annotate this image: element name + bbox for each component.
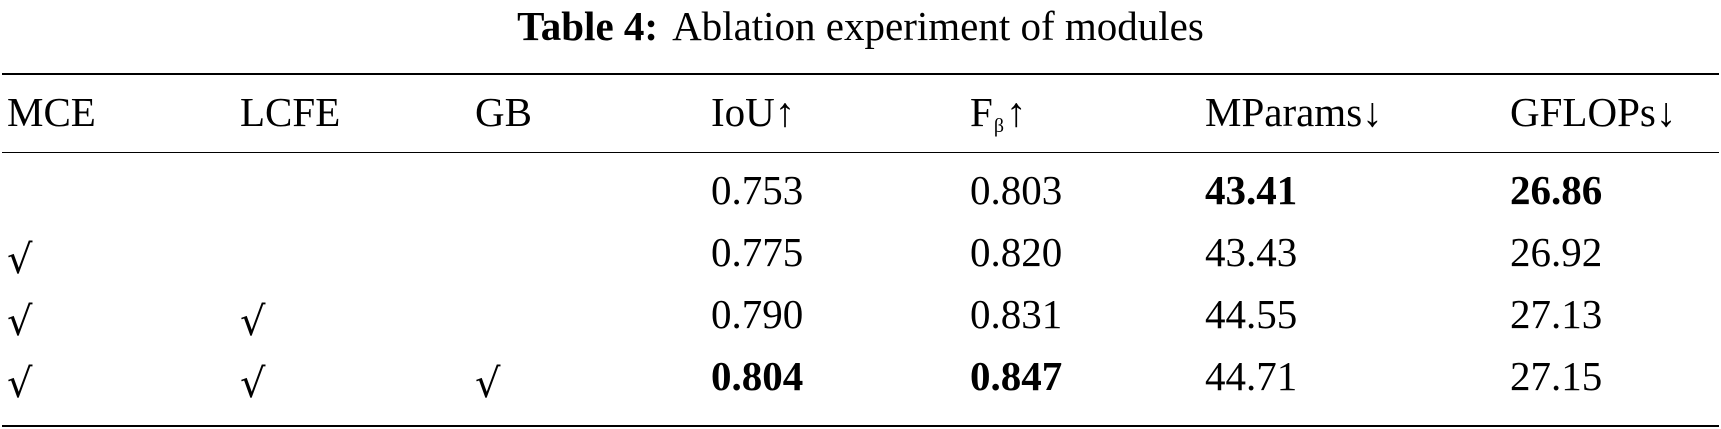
cell-iou: 0.804 <box>711 353 804 399</box>
cell-mparams: 44.71 <box>1205 353 1298 399</box>
header-gb: GB <box>475 89 532 135</box>
table-caption: Table 4: Ablation experiment of modules <box>0 2 1721 50</box>
header-fbeta: Fβ↑ <box>970 88 1027 150</box>
header-fbeta-subscript: β <box>993 115 1004 137</box>
table-caption-title: Ablation experiment of modules <box>672 3 1204 49</box>
check-mark-icon: √ <box>7 237 33 283</box>
header-mparams: MParams↓ <box>1205 89 1383 135</box>
header-mce: MCE <box>7 89 96 135</box>
check-mark-icon: √ <box>240 299 266 345</box>
table-bottom-rule <box>2 425 1719 427</box>
cell-iou: 0.753 <box>711 167 804 213</box>
cell-gflops: 27.15 <box>1510 353 1603 399</box>
cell-gflops: 26.86 <box>1510 167 1603 213</box>
cell-gflops: 27.13 <box>1510 291 1603 337</box>
cell-mparams: 43.43 <box>1205 229 1298 275</box>
header-gflops: GFLOPs↓ <box>1510 89 1677 135</box>
cell-mparams: 43.41 <box>1205 167 1298 213</box>
cell-iou: 0.775 <box>711 229 804 275</box>
cell-gflops: 26.92 <box>1510 229 1603 275</box>
table-caption-label: Table 4: <box>517 3 659 49</box>
header-fbeta-base: F <box>970 89 993 135</box>
check-mark-icon: √ <box>475 361 501 407</box>
cell-mparams: 44.55 <box>1205 291 1298 337</box>
header-fbeta-arrow: ↑ <box>1006 89 1027 135</box>
table-header-rule <box>2 152 1719 153</box>
header-iou: IoU↑ <box>711 89 796 135</box>
check-mark-icon: √ <box>240 361 266 407</box>
cell-fbeta: 0.831 <box>970 291 1063 337</box>
check-mark-icon: √ <box>7 299 33 345</box>
cell-iou: 0.790 <box>711 291 804 337</box>
cell-fbeta: 0.820 <box>970 229 1063 275</box>
header-lcfe: LCFE <box>240 89 341 135</box>
cell-fbeta: 0.803 <box>970 167 1063 213</box>
cell-fbeta: 0.847 <box>970 353 1063 399</box>
table-top-rule <box>2 73 1719 75</box>
check-mark-icon: √ <box>7 361 33 407</box>
